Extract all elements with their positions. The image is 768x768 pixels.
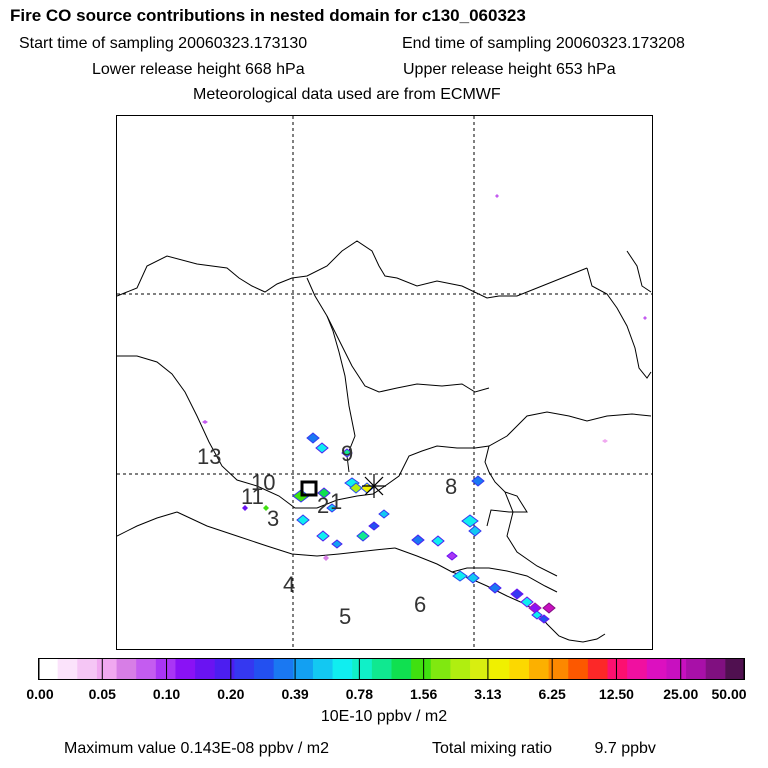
total-mixing-ratio: Total mixing ratio 9.7 ppbv xyxy=(432,740,656,758)
colorbar-swatch xyxy=(666,658,687,680)
colorbar-swatch xyxy=(489,658,510,680)
colorbar-swatch xyxy=(136,658,157,680)
fire-contribution-markers xyxy=(202,194,647,624)
asterisk-icon xyxy=(362,474,386,498)
colorbar-tick-label: 0.10 xyxy=(152,686,181,702)
colorbar-swatch xyxy=(705,658,726,680)
colorbar-swatch xyxy=(57,658,78,680)
colorbar-swatch xyxy=(587,658,609,680)
map-panel: 1 2 3 4 5 6 8 9 10 11 13 xyxy=(116,115,653,650)
total-mixing-label: Total mixing ratio xyxy=(432,740,553,757)
colorbar-units: 10E-10 ppbv / m2 xyxy=(320,708,448,725)
colorbar-swatch xyxy=(38,658,59,680)
colorbar-swatch xyxy=(548,658,569,680)
trajectory-label-1: 1 xyxy=(330,489,342,514)
colorbar-swatch xyxy=(214,658,235,680)
colorbar-swatch xyxy=(725,658,745,680)
colorbar-swatches xyxy=(38,658,745,680)
colorbar-swatch xyxy=(568,658,589,680)
colorbar-swatch xyxy=(352,658,373,680)
colorbar-swatch xyxy=(175,658,196,680)
colorbar-tick-label: 50.00 xyxy=(711,686,747,702)
colorbar xyxy=(38,658,745,680)
colorbar-swatch xyxy=(371,658,392,680)
colorbar-tick-label: 0.78 xyxy=(345,686,373,702)
colorbar-swatch xyxy=(293,658,314,680)
colorbar-swatch xyxy=(509,658,530,680)
colorbar-swatch xyxy=(607,658,628,680)
trajectory-number-labels: 1 2 3 4 5 6 8 9 10 11 13 xyxy=(197,441,457,629)
start-time-label: Start time of sampling 20060323.173130 xyxy=(19,35,308,52)
colorbar-swatch xyxy=(411,658,432,680)
trajectory-label-2: 2 xyxy=(317,493,329,518)
colorbar-swatch xyxy=(273,658,294,680)
colorbar-swatch xyxy=(155,658,176,680)
trajectory-label-3: 3 xyxy=(267,506,279,531)
colorbar-swatch xyxy=(77,658,98,680)
trajectory-label-6: 6 xyxy=(414,592,426,617)
colorbar-tick-label: 6.25 xyxy=(538,686,566,702)
colorbar-swatch xyxy=(195,658,216,680)
colorbar-swatch xyxy=(450,658,471,680)
total-mixing-value: 9.7 ppbv xyxy=(594,740,656,757)
map-title: Fire CO source contributions in nested d… xyxy=(10,6,526,25)
colorbar-swatch xyxy=(646,658,667,680)
met-data-label: Meteorological data used are from ECMWF xyxy=(193,86,501,103)
map-gridlines xyxy=(117,116,652,649)
upper-height-label: Upper release height 653 hPa xyxy=(403,61,616,78)
colorbar-swatch xyxy=(254,658,275,680)
colorbar-border xyxy=(38,658,745,680)
colorbar-tick-label: 0.39 xyxy=(281,686,309,702)
coastlines xyxy=(117,240,652,643)
colorbar-swatch xyxy=(391,658,412,680)
colorbar-tick-label: 0.05 xyxy=(88,686,116,702)
colorbar-tick-label: 0.00 xyxy=(26,686,54,702)
colorbar-swatch xyxy=(686,658,707,680)
release-box-icon xyxy=(300,480,318,497)
colorbar-swatch xyxy=(528,658,550,680)
colorbar-swatch xyxy=(96,658,118,680)
colorbar-tick-label: 12.50 xyxy=(598,686,634,702)
trajectory-label-8: 8 xyxy=(445,474,457,499)
trajectory-label-10: 10 xyxy=(251,470,275,495)
trajectory-label-4: 4 xyxy=(283,572,295,597)
colorbar-swatch xyxy=(116,658,137,680)
colorbar-tick-label: 1.56 xyxy=(410,686,438,702)
colorbar-swatch xyxy=(627,658,648,680)
end-time-label: End time of sampling 20060323.173208 xyxy=(402,35,685,52)
colorbar-swatch xyxy=(312,658,334,680)
map-canvas: 1 2 3 4 5 6 8 9 10 11 13 xyxy=(117,116,652,649)
lower-height-label: Lower release height 668 hPa xyxy=(92,61,305,78)
colorbar-swatch xyxy=(234,658,255,680)
max-value-label: Maximum value 0.143E-08 ppbv / m2 xyxy=(64,740,330,757)
colorbar-tick-label: 25.00 xyxy=(663,686,699,702)
colorbar-swatch xyxy=(430,658,451,680)
colorbar-swatch xyxy=(332,658,353,680)
trajectory-label-13: 13 xyxy=(197,444,221,469)
colorbar-tick-label: 3.13 xyxy=(474,686,502,702)
colorbar-swatch xyxy=(470,658,491,680)
trajectory-label-11: 11 xyxy=(241,484,264,509)
trajectory-label-9: 9 xyxy=(341,441,353,466)
colorbar-tick-label: 0.20 xyxy=(217,686,245,702)
trajectory-label-5: 5 xyxy=(339,604,351,629)
